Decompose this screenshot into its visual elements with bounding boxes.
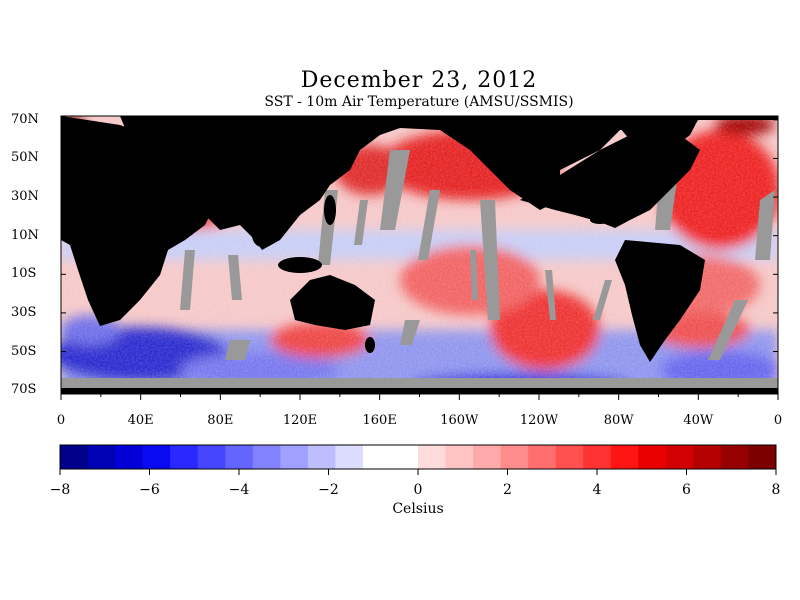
- colorbar-swatch: [500, 445, 529, 469]
- longitude-label: 40E: [127, 413, 154, 428]
- colorbar-swatch: [665, 445, 694, 469]
- latitude-label: 50S: [11, 343, 37, 359]
- colorbar-tick-label: −4: [228, 482, 250, 498]
- colorbar-tick-marks: [59, 469, 777, 475]
- land-masses: [61, 116, 778, 394]
- latitude-label: 70S: [11, 382, 37, 398]
- colorbar-swatch: [60, 445, 89, 469]
- latitude-label: 30S: [11, 304, 37, 320]
- latitude-label: 50N: [11, 150, 39, 166]
- colorbar-tick-label: 8: [771, 482, 781, 498]
- colorbar-swatch: [528, 445, 557, 469]
- colorbar: [60, 445, 777, 469]
- colorbar-swatch: [197, 445, 226, 469]
- colorbar-swatch: [610, 445, 639, 469]
- latitude-label: 70N: [11, 111, 39, 127]
- land-north-america: [520, 135, 700, 228]
- colorbar-swatch: [225, 445, 254, 469]
- latitude-label: 30N: [11, 189, 39, 205]
- colorbar-swatch: [748, 445, 777, 469]
- colorbar-units: Celsius: [392, 501, 444, 517]
- land-south-america: [615, 240, 705, 362]
- latitude-label: 10N: [11, 227, 39, 243]
- colorbar-swatch: [87, 445, 116, 469]
- colorbar-swatch: [252, 445, 281, 469]
- land-antarctica: [61, 388, 778, 394]
- colorbar-swatch: [445, 445, 474, 469]
- longitude-label: 160W: [440, 413, 479, 428]
- longitude-label: 0: [56, 413, 66, 428]
- colorbar-swatch: [142, 445, 171, 469]
- colorbar-tick-label: −6: [139, 482, 160, 498]
- colorbar-swatch: [280, 445, 309, 469]
- colorbar-swatch: [170, 445, 199, 469]
- colorbar-swatch: [720, 445, 749, 469]
- sst-anomaly-field: [61, 116, 778, 394]
- colorbar-tick-label: −2: [318, 482, 339, 498]
- longitude-label: 40W: [683, 413, 714, 428]
- colorbar-swatch: [335, 445, 364, 469]
- longitude-label: 120W: [519, 413, 559, 428]
- colorbar-swatch: [115, 445, 144, 469]
- longitude-label: 80E: [207, 413, 234, 428]
- longitude-label: 80W: [603, 413, 634, 428]
- colorbar-swatch: [693, 445, 722, 469]
- colorbar-swatch: [418, 445, 447, 469]
- colorbar-tick-label: 0: [413, 482, 423, 498]
- longitude-label: 120E: [282, 413, 318, 428]
- colorbar-swatch: [638, 445, 667, 469]
- latitude-label: 10S: [11, 266, 37, 282]
- land-eurasia: [120, 116, 778, 250]
- colorbar-swatch: [362, 445, 391, 469]
- longitude-label: 160E: [362, 413, 397, 428]
- colorbar-tick-label: 2: [503, 482, 512, 498]
- colorbar-swatch: [555, 445, 584, 469]
- land-australia: [290, 275, 375, 330]
- colorbar-swatch: [473, 445, 502, 469]
- colorbar-tick-label: 6: [682, 482, 691, 498]
- colorbar-tick-label: −8: [49, 482, 71, 498]
- colorbar-tick-label: 4: [592, 482, 602, 498]
- longitude-label: 0: [773, 413, 783, 428]
- map-tick-marks: [60, 119, 779, 400]
- map-title: December 23, 2012: [300, 68, 538, 93]
- colorbar-swatch: [583, 445, 612, 469]
- land-greenland: [610, 116, 700, 152]
- colorbar-swatch: [307, 445, 336, 469]
- colorbar-swatch: [390, 445, 419, 469]
- map-subtitle: SST - 10m Air Temperature (AMSU/SSMIS): [264, 94, 574, 110]
